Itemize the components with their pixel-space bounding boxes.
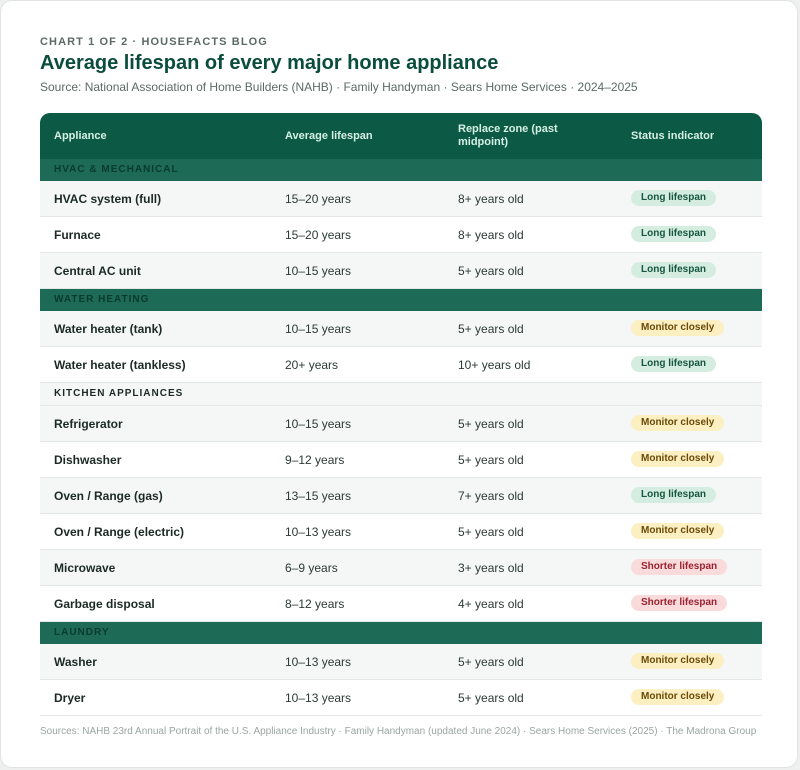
appliance-name: Central AC unit [54,264,141,278]
status-badge: Long lifespan [631,226,716,242]
replace-zone: 4+ years old [458,597,524,611]
appliance-name: Oven / Range (electric) [54,525,185,539]
column-header-appliance: Appliance [54,130,107,142]
table-row: Garbage disposal 8–12 years 4+ years old Sh… [40,586,762,622]
replace-zone: 8+ years old [458,192,524,206]
group-label: KITCHEN APPLIANCES [54,388,184,399]
lifespan-table: Appliance Average lifespan Replace zone … [40,113,762,716]
table-row: Furnace 15–20 years 8+ years old Long lifes… [40,217,762,253]
average-lifespan: 10–15 years [285,417,352,431]
status-badge: Monitor closely [631,415,725,431]
column-header-replace-zone: Replace zone (past midpoint) [458,123,558,148]
table-row: Microwave 6–9 years 3+ years old Shorter li… [40,550,762,586]
appliance-name: Furnace [54,228,101,242]
sources-footnote: Sources: NAHB 23rd Annual Portrait of th… [40,726,757,737]
replace-zone: 7+ years old [458,489,524,503]
average-lifespan: 10–13 years [285,525,352,539]
table-body: HVAC & MECHANICAL HVAC system (full) 15–20… [40,159,762,716]
table-row: Central AC unit 10–15 years 5+ years old Lo… [40,253,762,289]
group-header: KITCHEN APPLIANCES [40,383,762,406]
appliance-name: Dishwasher [54,453,122,467]
eyebrow-label: CHART 1 OF 2 · HOUSEFACTS BLOG [40,36,268,48]
appliance-name: Refrigerator [54,417,123,431]
page-title: Average lifespan of every major home app… [40,52,499,74]
table-row: Water heater (tank) 10–15 years 5+ years o… [40,311,762,347]
appliance-name: Dryer [54,691,86,705]
table-header: Appliance Average lifespan Replace zone … [40,113,762,159]
replace-zone: 5+ years old [458,453,524,467]
average-lifespan: 8–12 years [285,597,345,611]
average-lifespan: 13–15 years [285,489,352,503]
average-lifespan: 10–15 years [285,264,352,278]
replace-zone: 5+ years old [458,417,524,431]
page-subtitle: Source: National Association of Home Bui… [40,80,638,94]
status-badge: Monitor closely [631,451,725,467]
appliance-name: Microwave [54,561,116,575]
replace-zone: 3+ years old [458,561,524,575]
average-lifespan: 9–12 years [285,453,345,467]
column-header-status: Status indicator [631,130,715,142]
group-header: HVAC & MECHANICAL [40,159,762,181]
table-row: Oven / Range (electric) 10–13 years 5+ yea… [40,514,762,550]
appliance-name: Washer [54,655,97,669]
status-badge: Long lifespan [631,262,716,278]
status-badge: Monitor closely [631,320,725,336]
status-badge: Shorter lifespan [631,595,728,611]
group-label: LAUNDRY [54,627,110,638]
replace-zone: 5+ years old [458,691,524,705]
replace-zone: 5+ years old [458,655,524,669]
appliance-name: Water heater (tankless) [54,358,186,372]
table-row: Oven / Range (gas) 13–15 years 7+ years ol… [40,478,762,514]
appliance-name: Oven / Range (gas) [54,489,163,503]
average-lifespan: 6–9 years [285,561,338,575]
replace-zone: 5+ years old [458,264,524,278]
table-row: Water heater (tankless) 20+ years 10+ year… [40,347,762,383]
table-row: Washer 10–13 years 5+ years old Monitor clo… [40,644,762,680]
appliance-name: Garbage disposal [54,597,155,611]
group-label: WATER HEATING [54,294,150,305]
average-lifespan: 10–13 years [285,655,352,669]
average-lifespan: 10–13 years [285,691,352,705]
status-badge: Monitor closely [631,653,725,669]
status-badge: Shorter lifespan [631,559,728,575]
column-header-lifespan: Average lifespan [285,130,373,142]
table-row: Refrigerator 10–15 years 5+ years old Monit… [40,406,762,442]
replace-zone: 10+ years old [458,358,531,372]
status-badge: Monitor closely [631,689,725,705]
status-badge: Long lifespan [631,190,716,206]
status-badge: Long lifespan [631,356,716,372]
table-row: Dishwasher 9–12 years 5+ years old Monitor … [40,442,762,478]
group-label: HVAC & MECHANICAL [54,164,179,175]
status-badge: Monitor closely [631,523,725,539]
average-lifespan: 20+ years [285,358,339,372]
replace-zone: 8+ years old [458,228,524,242]
average-lifespan: 15–20 years [285,228,352,242]
average-lifespan: 10–15 years [285,322,352,336]
appliance-name: Water heater (tank) [54,322,163,336]
appliance-name: HVAC system (full) [54,192,162,206]
table-row: HVAC system (full) 15–20 years 8+ years ol… [40,181,762,217]
group-header: WATER HEATING [40,289,762,311]
replace-zone: 5+ years old [458,322,524,336]
status-badge: Long lifespan [631,487,716,503]
group-header: LAUNDRY [40,622,762,644]
average-lifespan: 15–20 years [285,192,352,206]
table-row: Dryer 10–13 years 5+ years old Monitor clos… [40,680,762,716]
replace-zone: 5+ years old [458,525,524,539]
